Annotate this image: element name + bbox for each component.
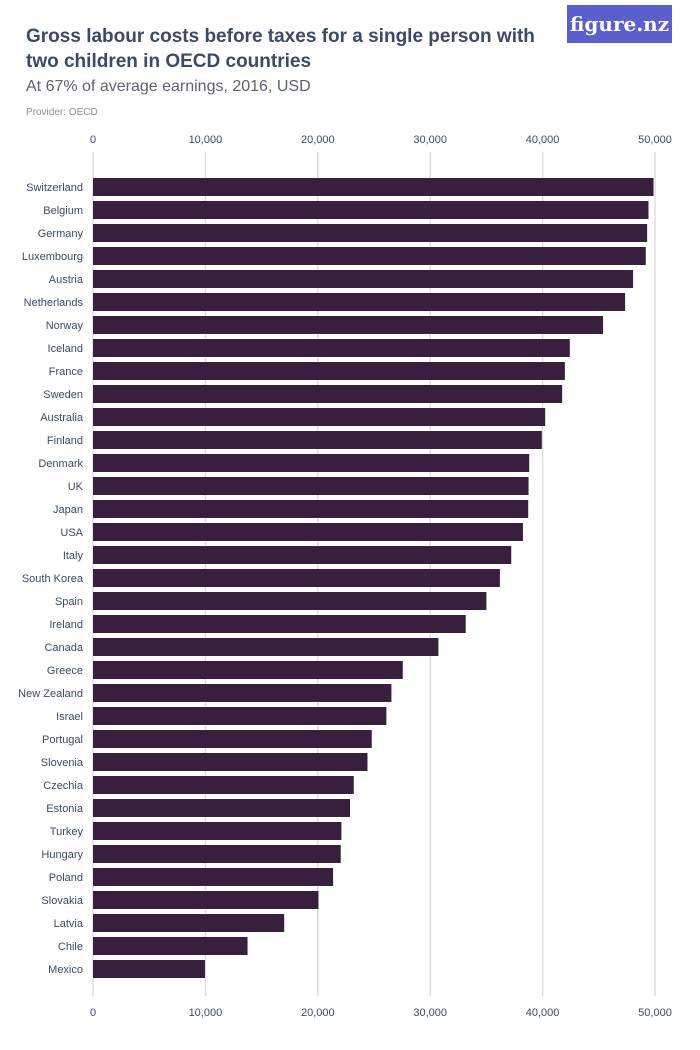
bar	[93, 891, 319, 909]
bar	[93, 201, 649, 219]
category-label: Austria	[49, 274, 84, 286]
category-label: Denmark	[38, 458, 83, 470]
bar	[93, 523, 523, 541]
category-label: Norway	[46, 320, 84, 332]
category-label: Switzerland	[26, 182, 83, 194]
category-label: New Zealand	[18, 688, 83, 700]
bar	[93, 408, 546, 426]
bar	[93, 362, 565, 380]
bar	[93, 937, 248, 955]
bar	[93, 247, 646, 265]
category-label: Sweden	[43, 389, 83, 401]
bar	[93, 339, 570, 357]
category-label: Hungary	[41, 849, 83, 861]
bar	[93, 293, 626, 311]
bar	[93, 546, 512, 564]
category-label: UK	[68, 481, 84, 493]
bar	[93, 615, 466, 633]
provider-label: Provider: OECD	[26, 107, 98, 118]
category-label: France	[49, 366, 83, 378]
category-label: Poland	[49, 872, 83, 884]
bar	[93, 707, 387, 725]
x-tick-label-bottom: 40,000	[526, 1007, 560, 1019]
category-label: Chile	[58, 941, 83, 953]
category-label: Netherlands	[24, 297, 84, 309]
bar	[93, 385, 563, 403]
bar	[93, 845, 341, 863]
category-label: Latvia	[54, 918, 84, 930]
category-label: Ireland	[49, 619, 83, 631]
bar	[93, 753, 368, 771]
x-tick-label-top: 50,000	[638, 134, 672, 146]
bar	[93, 431, 542, 449]
category-label: Spain	[55, 596, 83, 608]
x-tick-label-top: 10,000	[189, 134, 223, 146]
category-label: Portugal	[42, 734, 83, 746]
bar	[93, 799, 351, 817]
bar	[93, 592, 487, 610]
chart-subtitle: At 67% of average earnings, 2016, USD	[26, 78, 311, 95]
category-label: Germany	[38, 228, 84, 240]
bar	[93, 270, 634, 288]
x-tick-label-bottom: 10,000	[189, 1007, 223, 1019]
category-label: Italy	[63, 550, 84, 562]
bar	[93, 178, 654, 196]
category-label: Canada	[44, 642, 83, 654]
category-label: Australia	[40, 412, 84, 424]
bar	[93, 477, 529, 495]
bar	[93, 224, 648, 242]
bar	[93, 730, 372, 748]
bar	[93, 822, 342, 840]
category-label: Israel	[56, 711, 83, 723]
figure-nz-logo[interactable]: figure.nz	[567, 5, 672, 43]
category-label: Iceland	[48, 343, 83, 355]
bar	[93, 776, 354, 794]
category-label: Greece	[47, 665, 83, 677]
bar	[93, 868, 334, 886]
bar	[93, 661, 403, 679]
x-tick-label-top: 0	[90, 134, 96, 146]
bar	[93, 960, 205, 978]
category-label: Belgium	[43, 205, 83, 217]
x-tick-label-bottom: 30,000	[413, 1007, 447, 1019]
category-label: Turkey	[50, 826, 84, 838]
category-label: Luxembourg	[22, 251, 83, 263]
bar	[93, 454, 530, 472]
x-tick-label-top: 20,000	[301, 134, 335, 146]
category-label: USA	[60, 527, 83, 539]
bar	[93, 638, 439, 656]
category-label: Czechia	[43, 780, 84, 792]
x-tick-label-top: 30,000	[413, 134, 447, 146]
bar	[93, 316, 604, 334]
x-tick-label-bottom: 0	[90, 1007, 96, 1019]
category-label: Estonia	[46, 803, 84, 815]
category-label: Mexico	[48, 964, 83, 976]
x-tick-label-bottom: 20,000	[301, 1007, 335, 1019]
bar	[93, 684, 392, 702]
chart-title: Gross labour costs before taxes for a si…	[26, 26, 535, 72]
category-label: South Korea	[22, 573, 84, 585]
bar	[93, 500, 529, 518]
category-label: Slovakia	[41, 895, 83, 907]
category-label: Japan	[53, 504, 83, 516]
category-label: Finland	[47, 435, 83, 447]
x-tick-label-top: 40,000	[526, 134, 560, 146]
x-tick-label-bottom: 50,000	[638, 1007, 672, 1019]
category-label: Slovenia	[41, 757, 84, 769]
bar	[93, 914, 285, 932]
bar	[93, 569, 500, 587]
